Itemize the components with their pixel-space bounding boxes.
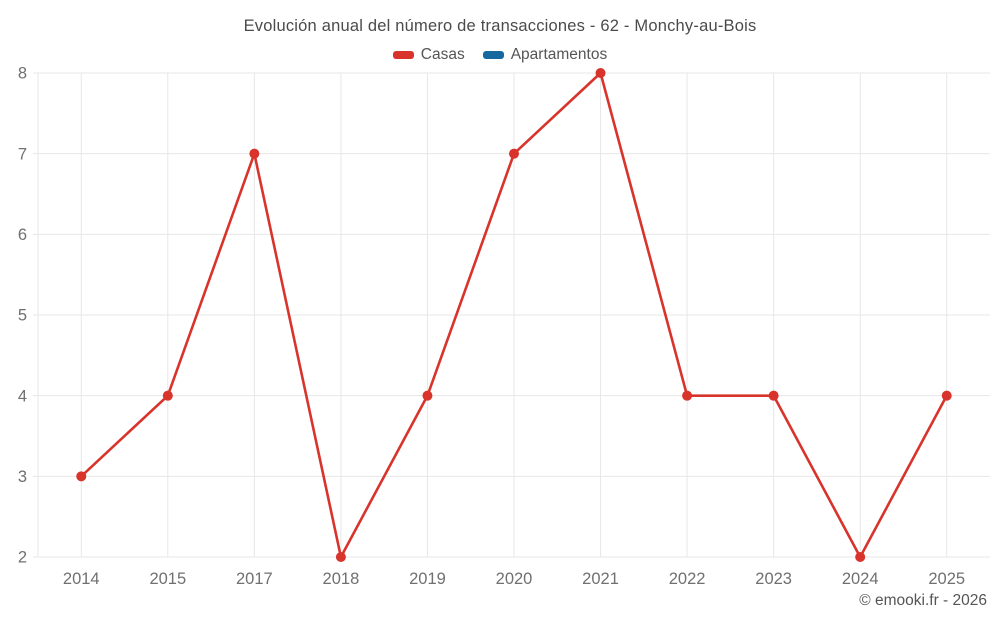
data-point-casas bbox=[249, 148, 260, 159]
x-axis-tick-label: 2014 bbox=[63, 570, 100, 588]
x-axis-tick-label: 2017 bbox=[236, 570, 273, 588]
x-axis-tick-label: 2021 bbox=[582, 570, 619, 588]
legend-swatch-apartamentos-icon bbox=[482, 51, 504, 59]
copyright-text: © emooki.fr - 2026 bbox=[859, 592, 987, 609]
legend-item-apartamentos[interactable]: Apartamentos bbox=[482, 46, 608, 64]
x-axis-tick-label: 2024 bbox=[842, 570, 879, 588]
legend-label-apartamentos: Apartamentos bbox=[510, 46, 608, 63]
y-axis-tick-label: 5 bbox=[18, 307, 27, 325]
x-axis-tick-label: 2022 bbox=[669, 570, 706, 588]
data-point-casas bbox=[335, 552, 346, 562]
x-axis-tick-label: 2020 bbox=[496, 570, 533, 588]
legend: Casas Apartamentos bbox=[0, 46, 1000, 64]
y-axis-tick-label: 2 bbox=[18, 549, 27, 567]
x-axis-tick-label: 2019 bbox=[409, 570, 446, 588]
chart-title: Evolución anual del número de transaccio… bbox=[243, 17, 757, 35]
y-axis-tick-label: 6 bbox=[18, 226, 27, 244]
y-axis-tick-label: 8 bbox=[18, 65, 27, 83]
data-point-casas bbox=[76, 471, 87, 482]
legend-item-casas[interactable]: Casas bbox=[392, 46, 465, 64]
x-axis-tick-label: 2025 bbox=[928, 570, 965, 588]
data-point-casas bbox=[595, 68, 606, 78]
data-point-casas bbox=[855, 552, 866, 562]
data-point-casas bbox=[509, 148, 519, 159]
legend-swatch-casas-icon bbox=[392, 51, 414, 59]
y-axis-tick-label: 3 bbox=[18, 468, 27, 486]
x-axis-tick-label: 2015 bbox=[149, 570, 186, 588]
x-axis-tick-label: 2023 bbox=[755, 570, 792, 588]
data-point-casas bbox=[768, 390, 779, 401]
data-point-casas bbox=[682, 390, 693, 401]
x-axis-tick-label: 2018 bbox=[323, 570, 360, 588]
y-axis-tick-label: 7 bbox=[18, 145, 27, 163]
legend-label-casas: Casas bbox=[420, 46, 465, 63]
data-point-casas bbox=[422, 390, 433, 401]
data-point-casas bbox=[162, 390, 173, 401]
data-point-casas bbox=[941, 390, 952, 401]
y-axis-tick-label: 4 bbox=[18, 387, 27, 405]
